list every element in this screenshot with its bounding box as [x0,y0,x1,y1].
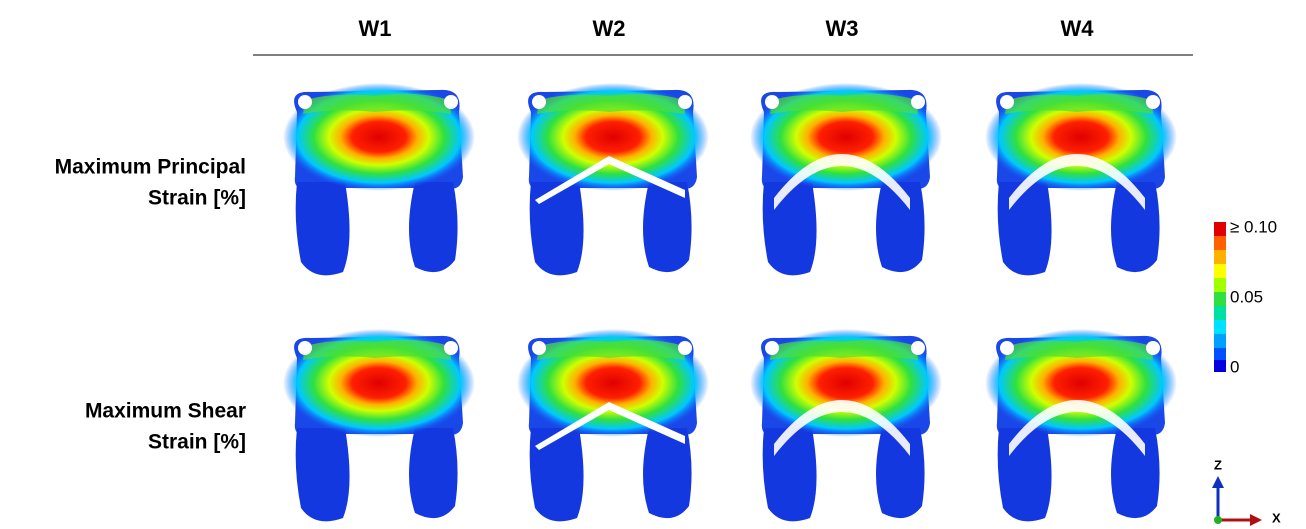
model-image [283,83,475,275]
row-label: Maximum Principal [55,156,246,179]
axis-triad [1212,476,1262,526]
bone-model [750,83,942,275]
legend-label: 0 [1230,357,1239,376]
row-label: Strain [%] [148,187,246,210]
axis-label: X [1272,510,1281,525]
bone-model [985,329,1177,521]
bone-model [517,329,709,521]
bone-model [283,329,475,521]
row-label: Maximum Shear [85,400,246,423]
column-header: W1 [359,16,392,41]
model-image [283,329,475,521]
model-image [517,329,709,521]
model-image [750,83,942,275]
bone-model [985,83,1177,275]
model-image [517,83,709,275]
legend-label: ≥ 0.10 [1230,217,1277,236]
bone-model [517,83,709,275]
bone-model [750,329,942,521]
column-header: W4 [1061,16,1095,41]
column-header: W2 [593,16,626,41]
model-image [985,329,1177,521]
bone-model [283,83,475,275]
model-image [985,83,1177,275]
colorbar [1214,222,1226,372]
figure: ≥ 0.10 0.05 0 Z X W1 W2 W3 W4 Maximum Princi… [0,0,1306,529]
row-label: Strain [%] [148,431,246,454]
legend-label: 0.05 [1230,287,1263,306]
model-image [750,329,942,521]
column-header: W3 [826,16,859,41]
axis-label: Z [1214,457,1222,472]
